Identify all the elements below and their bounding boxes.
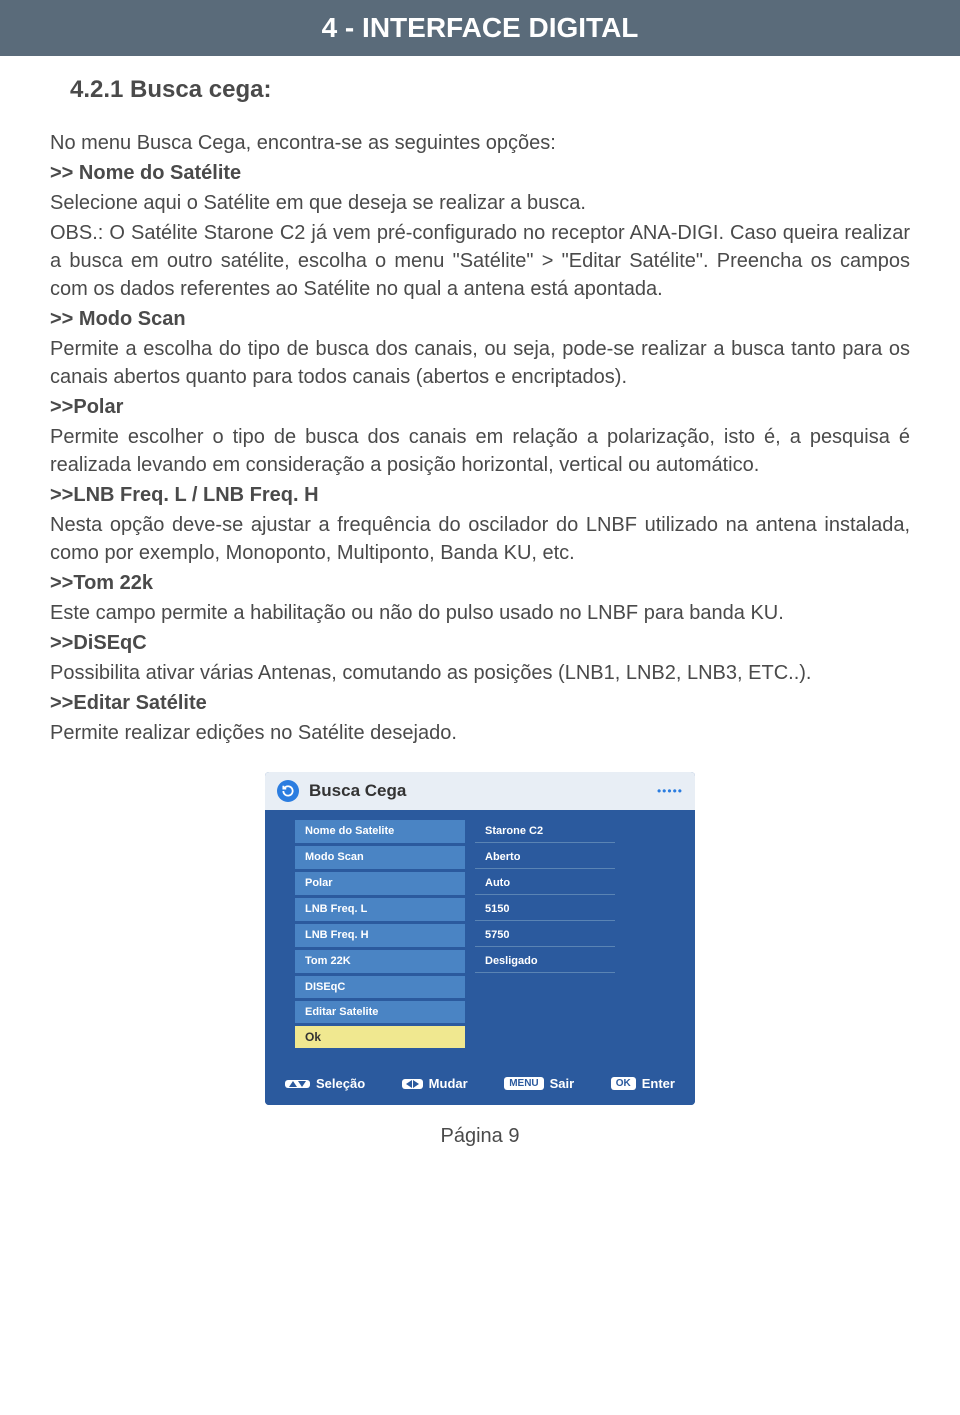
menu-value: 5750 (475, 924, 615, 947)
menu-key-icon: MENU (504, 1077, 543, 1090)
menu-row-lnb-h[interactable]: LNB Freq. H 5750 (295, 924, 665, 947)
menu-value: Auto (475, 872, 615, 895)
menu-row-polar[interactable]: Polar Auto (295, 872, 665, 895)
ui-panel-busca-cega: Busca Cega ••••• Nome do Satelite Staron… (265, 772, 695, 1105)
leftright-keys-icon (402, 1079, 423, 1089)
menu-value: Starone C2 (475, 820, 615, 843)
menu-label: Modo Scan (295, 846, 465, 869)
footer-hint-selecao: Seleção (285, 1076, 365, 1091)
footer-hint-mudar: Mudar (402, 1076, 468, 1091)
footer-label: Seleção (316, 1076, 365, 1091)
menu-row-diseqc[interactable]: DISEqC (295, 976, 665, 998)
menu-row-lnb-l[interactable]: LNB Freq. L 5150 (295, 898, 665, 921)
menu-value: 5150 (475, 898, 615, 921)
footer-hint-sair: MENU Sair (504, 1076, 574, 1091)
para-editar: Permite realizar edições no Satélite des… (50, 719, 910, 747)
menu-value: Desligado (475, 950, 615, 973)
page-number: Página 9 (50, 1125, 910, 1148)
heading-modo-scan: >> Modo Scan (50, 305, 910, 333)
ui-panel-footer: Seleção Mudar MENU Sair OK Enter (265, 1060, 695, 1105)
para-tom: Este campo permite a habilitação ou não … (50, 599, 910, 627)
ui-panel-title: Busca Cega (309, 781, 406, 801)
menu-row-modo-scan[interactable]: Modo Scan Aberto (295, 846, 665, 869)
para-diseqc: Possibilita ativar várias Antenas, comut… (50, 659, 910, 687)
ok-button[interactable]: Ok (295, 1026, 465, 1048)
refresh-icon (277, 780, 299, 802)
menu-value: Aberto (475, 846, 615, 869)
dots-icon: ••••• (657, 784, 683, 798)
menu-row-nome-satelite[interactable]: Nome do Satelite Starone C2 (295, 820, 665, 843)
menu-label: Polar (295, 872, 465, 895)
updown-keys-icon (285, 1080, 310, 1088)
heading-nome-satelite: >> Nome do Satélite (50, 159, 910, 187)
heading-editar: >>Editar Satélite (50, 689, 910, 717)
para-lnb: Nesta opção deve-se ajustar a frequência… (50, 511, 910, 567)
menu-label: LNB Freq. L (295, 898, 465, 921)
menu-row-tom[interactable]: Tom 22K Desligado (295, 950, 665, 973)
body-text: No menu Busca Cega, encontra-se as segui… (50, 129, 910, 747)
chapter-header: 4 - INTERFACE DIGITAL (0, 0, 960, 56)
para-polar: Permite escolher o tipo de busca dos can… (50, 423, 910, 479)
footer-label: Mudar (429, 1076, 468, 1091)
footer-hint-enter: OK Enter (611, 1076, 675, 1091)
intro-text: No menu Busca Cega, encontra-se as segui… (50, 129, 910, 157)
heading-polar: >>Polar (50, 393, 910, 421)
para-modo-scan: Permite a escolha do tipo de busca dos c… (50, 335, 910, 391)
para-nome-satelite: Selecione aqui o Satélite em que deseja … (50, 189, 910, 217)
ui-panel-body: Nome do Satelite Starone C2 Modo Scan Ab… (265, 810, 695, 1060)
heading-tom: >>Tom 22k (50, 569, 910, 597)
menu-row-editar[interactable]: Editar Satelite (295, 1001, 665, 1023)
heading-lnb: >>LNB Freq. L / LNB Freq. H (50, 481, 910, 509)
ok-key-icon: OK (611, 1077, 636, 1090)
menu-label: Nome do Satelite (295, 820, 465, 843)
menu-label: Tom 22K (295, 950, 465, 973)
para-obs: OBS.: O Satélite Starone C2 já vem pré-c… (50, 219, 910, 303)
menu-label: LNB Freq. H (295, 924, 465, 947)
menu-label: Editar Satelite (295, 1001, 465, 1023)
footer-label: Sair (550, 1076, 575, 1091)
section-title: 4.2.1 Busca cega: (50, 76, 910, 104)
footer-label: Enter (642, 1076, 675, 1091)
menu-label: DISEqC (295, 976, 465, 998)
heading-diseqc: >>DiSEqC (50, 629, 910, 657)
ui-panel-header: Busca Cega ••••• (265, 772, 695, 810)
